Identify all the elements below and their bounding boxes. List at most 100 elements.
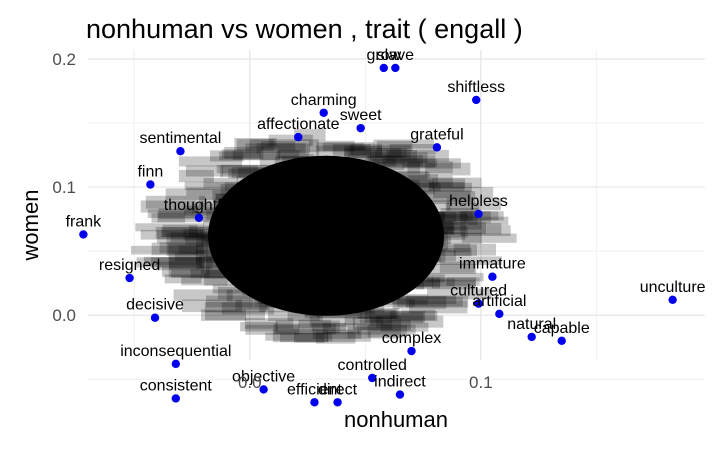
overlap-mark bbox=[312, 329, 362, 339]
overlap-mark bbox=[467, 216, 509, 225]
overlap-mark bbox=[209, 150, 244, 162]
data-point bbox=[176, 146, 185, 156]
overlap-mark bbox=[316, 145, 367, 157]
point-label: consistent bbox=[140, 377, 213, 394]
overlap-mark bbox=[392, 295, 447, 309]
x-tick-labels: 0.0 0.1 bbox=[238, 373, 493, 392]
data-point bbox=[356, 123, 365, 133]
overlap-mark bbox=[355, 310, 396, 319]
overlap-mark bbox=[178, 169, 214, 183]
point-label: affectionate bbox=[257, 116, 340, 133]
overlap-mark bbox=[350, 143, 382, 156]
overlap-mark bbox=[170, 232, 211, 243]
data-point bbox=[194, 213, 204, 223]
data-point bbox=[488, 272, 497, 281]
data-point bbox=[432, 143, 442, 152]
overlap-mark bbox=[418, 244, 477, 256]
overlap-mark bbox=[276, 145, 309, 159]
point-label: objective bbox=[232, 368, 295, 385]
overlap-mark bbox=[436, 211, 504, 221]
overlap-mark bbox=[370, 312, 424, 324]
overlap-mark bbox=[434, 222, 502, 235]
overlap-mark bbox=[234, 138, 277, 150]
overlap-mark bbox=[199, 196, 230, 207]
overlap-mark bbox=[181, 299, 243, 313]
data-point bbox=[171, 359, 181, 369]
point-label: shiftless bbox=[447, 79, 505, 96]
overlap-mark bbox=[164, 274, 202, 284]
data-point bbox=[171, 394, 181, 403]
overlap-mark bbox=[375, 315, 444, 328]
dense-label-cloud bbox=[130, 128, 517, 344]
overlap-mark bbox=[382, 155, 436, 168]
point-label: capable bbox=[534, 320, 590, 337]
point-label: efficient bbox=[287, 381, 342, 398]
overlap-mark bbox=[278, 148, 320, 159]
overlap-mark bbox=[171, 269, 232, 278]
overlap-mark bbox=[224, 146, 264, 160]
overlap-mark bbox=[427, 288, 492, 300]
overlap-mark bbox=[433, 186, 494, 199]
overlap-mark bbox=[245, 143, 311, 153]
overlap-mark bbox=[268, 134, 313, 146]
overlap-mark bbox=[235, 299, 270, 310]
overlap-mark bbox=[186, 187, 237, 196]
overlap-mark bbox=[200, 269, 241, 279]
y-tick-label: 0.0 bbox=[52, 306, 76, 325]
overlap-mark bbox=[428, 213, 478, 226]
point-label: frank bbox=[66, 213, 103, 230]
overlap-mark bbox=[322, 323, 360, 335]
overlap-mark bbox=[287, 309, 323, 321]
point-label: grow bbox=[366, 47, 401, 64]
x-axis-label: nonhuman bbox=[344, 407, 448, 432]
overlap-mark bbox=[178, 245, 236, 254]
data-point bbox=[150, 313, 160, 322]
overlap-mark bbox=[151, 242, 205, 256]
overlap-mark bbox=[190, 268, 248, 279]
overlap-mark bbox=[236, 139, 275, 151]
overlap-mark bbox=[205, 310, 265, 321]
overlap-mark bbox=[311, 322, 346, 331]
overlap-mark bbox=[446, 277, 480, 286]
overlap-mark bbox=[386, 149, 449, 162]
overlap-mark bbox=[415, 280, 476, 290]
overlap-mark bbox=[168, 256, 213, 270]
point-label: inconsequential bbox=[120, 343, 231, 360]
overlap-mark bbox=[244, 318, 294, 329]
overlap-mark bbox=[140, 200, 197, 213]
overlap-mark bbox=[405, 295, 469, 308]
data-point bbox=[294, 132, 303, 142]
overlap-mark bbox=[380, 322, 429, 332]
x-tick-label: 0.1 bbox=[469, 373, 493, 392]
overlap-mark bbox=[162, 224, 198, 238]
data-points bbox=[79, 63, 677, 407]
overlap-mark bbox=[392, 295, 457, 305]
data-point bbox=[472, 95, 481, 105]
data-point bbox=[474, 299, 483, 308]
data-point bbox=[557, 336, 566, 345]
overlap-mark bbox=[166, 242, 208, 256]
data-point bbox=[391, 63, 400, 73]
overlap-mark bbox=[232, 150, 300, 160]
overlap-mark bbox=[205, 295, 254, 308]
overlap-mark bbox=[385, 171, 428, 180]
overlap-mark bbox=[407, 161, 453, 174]
overlap-mark bbox=[326, 331, 371, 342]
overlap-mark bbox=[359, 319, 411, 331]
overlap-mark bbox=[367, 324, 407, 338]
overlap-mark bbox=[375, 148, 407, 158]
overlap-mark bbox=[347, 326, 402, 339]
overlap-mark bbox=[344, 145, 411, 158]
overlap-mark bbox=[166, 232, 235, 244]
overlap-mark bbox=[220, 165, 258, 178]
data-point bbox=[379, 63, 388, 73]
overlap-mark bbox=[216, 164, 281, 174]
overlap-mark bbox=[151, 212, 186, 223]
overlap-mark bbox=[400, 309, 436, 321]
overlap-mark bbox=[440, 208, 479, 219]
overlap-mark bbox=[221, 302, 275, 315]
overlap-mark bbox=[219, 151, 281, 161]
data-point bbox=[395, 390, 405, 399]
data-point bbox=[333, 398, 342, 407]
overlap-mark bbox=[429, 211, 473, 222]
